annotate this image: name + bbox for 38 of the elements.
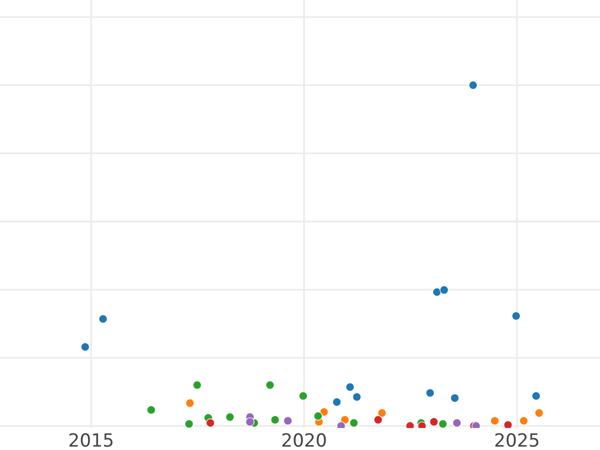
point <box>192 380 202 390</box>
point <box>512 311 521 320</box>
x-tick-label: 2025 <box>495 433 538 447</box>
point <box>426 388 435 398</box>
point <box>349 418 358 428</box>
x-tick-label: 2015 <box>69 433 113 447</box>
point <box>320 407 329 416</box>
point <box>468 80 478 90</box>
point <box>265 380 274 390</box>
point <box>185 398 194 408</box>
point <box>438 419 448 428</box>
point <box>440 285 449 295</box>
point <box>98 314 108 324</box>
point <box>429 417 438 426</box>
point <box>245 417 254 426</box>
point <box>146 405 156 414</box>
point <box>225 412 234 422</box>
point <box>432 288 442 297</box>
point <box>332 398 342 407</box>
point <box>283 416 292 426</box>
point <box>519 416 528 426</box>
point <box>314 412 323 421</box>
point <box>450 393 460 403</box>
point <box>490 416 500 426</box>
point <box>504 420 513 428</box>
point <box>270 415 280 424</box>
point <box>377 408 386 418</box>
point <box>374 415 383 424</box>
point <box>452 418 462 428</box>
point <box>184 419 194 428</box>
point <box>206 418 215 428</box>
point <box>298 391 308 400</box>
x-tick-label: 2020 <box>282 433 326 447</box>
point <box>532 391 541 400</box>
point <box>346 382 355 392</box>
point <box>534 408 544 418</box>
point <box>352 392 362 402</box>
point <box>80 342 90 352</box>
